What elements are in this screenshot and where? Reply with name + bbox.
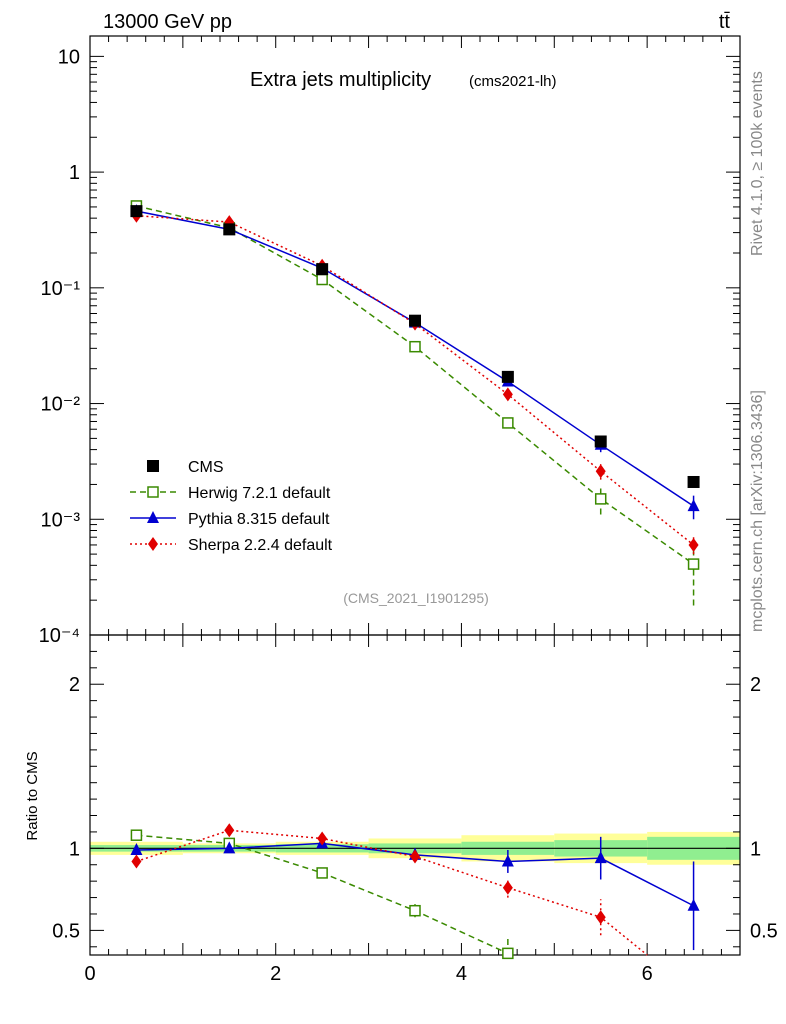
x-tick-label: 0 xyxy=(84,963,95,985)
data-point xyxy=(316,263,329,276)
legend-label: CMS xyxy=(188,459,224,476)
chart-subtitle: (cms2021-lh) xyxy=(469,73,557,90)
y-tick-label: 10⁻¹ xyxy=(41,278,81,300)
y-tick-label: 10⁻⁴ xyxy=(39,625,80,647)
data-point xyxy=(501,370,514,383)
ratio-frame xyxy=(89,634,741,956)
legend-label: Pythia 8.315 default xyxy=(188,511,330,528)
analysis-id-label: (CMS_2021_I1901295) xyxy=(343,590,489,606)
data-point xyxy=(687,499,700,512)
ratio-point xyxy=(131,854,142,869)
ratio-y-tick-label-right: 0.5 xyxy=(750,920,778,942)
ratio-axis-label: Ratio to CMS xyxy=(24,751,41,840)
data-point xyxy=(502,417,514,429)
ratio-point xyxy=(502,880,513,895)
data-point xyxy=(595,464,606,479)
data-point xyxy=(688,537,699,552)
legend-label: Sherpa 2.2.4 default xyxy=(188,537,333,554)
ratio-point xyxy=(594,851,607,864)
y-tick-label: 10⁻² xyxy=(41,394,81,416)
data-point xyxy=(687,558,700,570)
ratio-y-tick-label-right: 2 xyxy=(750,674,761,696)
chart-title: Extra jets multiplicity xyxy=(250,69,431,91)
ratio-point xyxy=(130,842,143,855)
data-point xyxy=(502,387,513,402)
data-point xyxy=(594,493,607,505)
ratio-y-tick-label: 2 xyxy=(69,674,80,696)
ratio-point xyxy=(595,910,606,925)
ratio-y-tick-label: 0.5 xyxy=(52,920,80,942)
legend-marker xyxy=(148,537,158,551)
ratio-point xyxy=(223,841,236,854)
data-point xyxy=(687,475,700,488)
ratio-point xyxy=(410,849,420,864)
y-tick-label: 10 xyxy=(58,46,80,68)
energy-label: 13000 GeV pp xyxy=(103,11,232,33)
legend-label: Herwig 7.2.1 default xyxy=(188,485,331,502)
legend-marker xyxy=(147,460,159,472)
y-tick-label: 1 xyxy=(69,162,80,184)
legend: CMS Herwig 7.2.1 default Pythia 8.315 defa… xyxy=(130,459,333,554)
data-point xyxy=(316,273,328,286)
process-label: tt̄ xyxy=(719,11,731,33)
legend-marker xyxy=(147,511,159,523)
ratio-point xyxy=(317,831,328,846)
data-point xyxy=(409,340,421,353)
main-panel-series xyxy=(130,200,700,606)
axes-frame: 0 2 4 6 10 1 10⁻¹ 10⁻² 10⁻³ 10⁻⁴ 0.5 0.5 1 1 2 2 xyxy=(39,35,778,985)
data-point xyxy=(409,314,421,327)
mcplots-site-label: mcplots.cern.ch [arXiv:1306.3436] xyxy=(749,390,766,632)
ratio-point xyxy=(501,854,514,867)
data-point xyxy=(130,205,143,218)
ratio-panel-series xyxy=(130,823,700,960)
ratio-point xyxy=(224,823,235,838)
data-point xyxy=(223,223,236,236)
ratio-point xyxy=(316,867,328,879)
rivet-version-label: Rivet 4.1.0, ≥ 100k events xyxy=(749,71,766,256)
data-point xyxy=(594,435,607,448)
ratio-point xyxy=(502,947,514,960)
ratio-point xyxy=(409,904,421,917)
x-tick-label: 6 xyxy=(642,963,653,985)
x-tick-label: 4 xyxy=(456,963,467,985)
ratio-point xyxy=(687,898,700,911)
legend-marker xyxy=(147,486,159,498)
ratio-y-tick-label-right: 1 xyxy=(750,838,761,860)
y-tick-label: 10⁻³ xyxy=(41,509,81,531)
ratio-y-tick-label: 1 xyxy=(69,838,80,860)
ratio-point xyxy=(130,829,143,841)
x-tick-label: 2 xyxy=(270,963,281,985)
